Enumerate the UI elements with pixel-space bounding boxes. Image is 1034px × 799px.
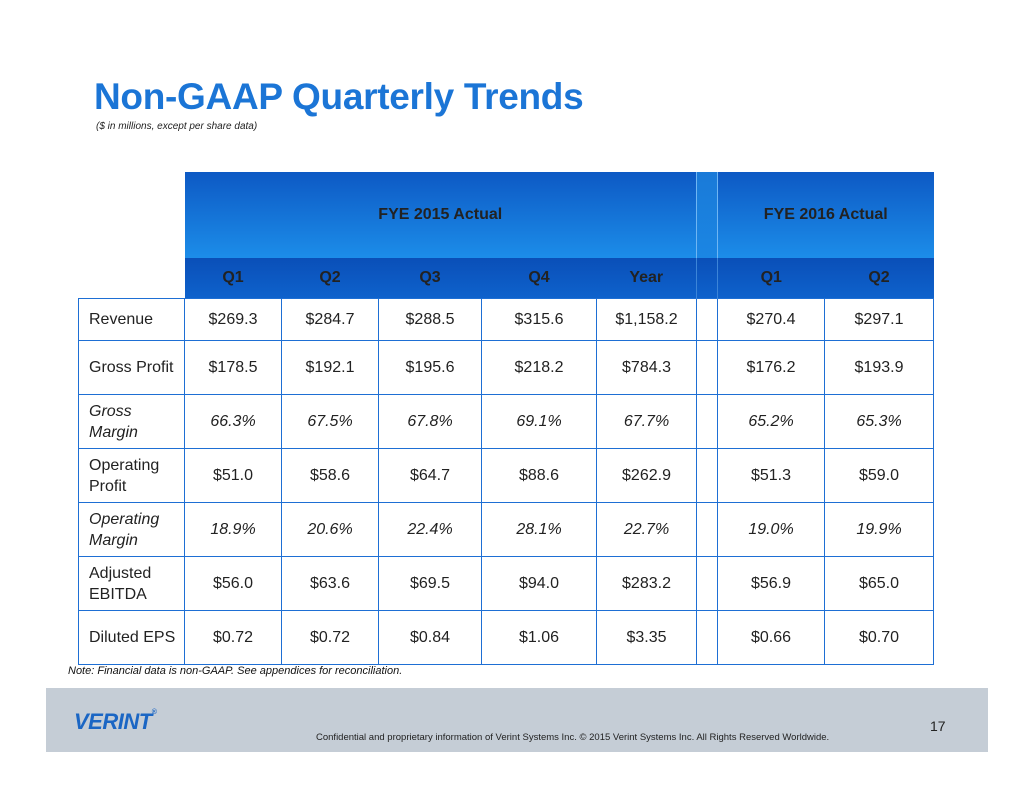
value-cell: $94.0 (481, 556, 597, 611)
column-header: Q1 (184, 258, 282, 299)
value-cell: $65.0 (824, 556, 934, 611)
value-cell: $192.1 (281, 340, 379, 395)
value-cell: $178.5 (184, 340, 282, 395)
value-cell: $297.1 (824, 298, 934, 341)
header-blank-cell (79, 172, 185, 258)
column-header: Q2 (281, 258, 379, 299)
value-cell: $176.2 (717, 340, 825, 395)
verint-logo: VERINT® (74, 709, 157, 734)
value-cell: $284.7 (281, 298, 379, 341)
column-header: Q3 (378, 258, 482, 299)
footnote: Note: Financial data is non-GAAP. See ap… (68, 665, 403, 677)
value-cell: 65.2% (717, 394, 825, 449)
value-cell: 65.3% (824, 394, 934, 449)
value-cell: $56.0 (184, 556, 282, 611)
group-header-row: FYE 2015 Actual FYE 2016 Actual (79, 172, 934, 258)
header-blank-cell (79, 258, 185, 299)
table-row: Revenue $269.3 $284.7 $288.5 $315.6 $1,158.2 $… (78, 298, 934, 341)
value-cell: $1,158.2 (596, 298, 697, 341)
value-cell: $0.72 (281, 610, 379, 665)
value-cell: $3.35 (596, 610, 697, 665)
value-cell: $784.3 (596, 340, 697, 395)
value-cell: 20.6% (281, 502, 379, 557)
table-row: Operating Profit $51.0 $58.6 $64.7 $88.6 $262… (78, 448, 934, 503)
value-cell: 67.5% (281, 394, 379, 449)
value-cell: 28.1% (481, 502, 597, 557)
page-title: Non-GAAP Quarterly Trends (94, 76, 584, 117)
confidential-notice: Confidential and proprietary information… (316, 732, 830, 743)
group-header-fy2015: FYE 2015 Actual (184, 172, 697, 258)
row-label: Diluted EPS (78, 610, 185, 665)
value-cell: $193.9 (824, 340, 934, 395)
group-header-fy2016: FYE 2016 Actual (717, 172, 934, 258)
slide-footer: VERINT® Confidential and proprietary inf… (46, 688, 988, 752)
page-subtitle: ($ in millions, except per share data) (96, 121, 258, 132)
column-header: Q1 (717, 258, 825, 299)
row-label: Revenue (78, 298, 185, 341)
row-label: Gross Margin (78, 394, 185, 449)
value-cell: $195.6 (378, 340, 482, 395)
value-cell: 19.0% (717, 502, 825, 557)
gap-cell (696, 394, 718, 449)
header-gap-cell (696, 172, 718, 258)
table-row: Diluted EPS $0.72 $0.72 $0.84 $1.06 $3.35 $0.6… (78, 610, 934, 665)
row-label: Gross Profit (78, 340, 185, 395)
value-cell: $0.66 (717, 610, 825, 665)
value-cell: 67.7% (596, 394, 697, 449)
value-cell: 66.3% (184, 394, 282, 449)
header-gap-cell (696, 258, 718, 299)
value-cell: 19.9% (824, 502, 934, 557)
value-cell: 22.4% (378, 502, 482, 557)
gap-cell (696, 298, 718, 341)
value-cell: $270.4 (717, 298, 825, 341)
row-label: Operating Profit (78, 448, 185, 503)
value-cell: $51.0 (184, 448, 282, 503)
table-row: Adjusted EBITDA $56.0 $63.6 $69.5 $94.0 $283.… (78, 556, 934, 611)
value-cell: 22.7% (596, 502, 697, 557)
value-cell: $69.5 (378, 556, 482, 611)
value-cell: $218.2 (481, 340, 597, 395)
value-cell: $63.6 (281, 556, 379, 611)
value-cell: $56.9 (717, 556, 825, 611)
gap-cell (696, 340, 718, 395)
value-cell: 18.9% (184, 502, 282, 557)
gap-cell (696, 502, 718, 557)
value-cell: $51.3 (717, 448, 825, 503)
gap-cell (696, 556, 718, 611)
value-cell: $1.06 (481, 610, 597, 665)
quarter-header-row: Q1 Q2 Q3 Q4 Year Q1 Q2 (79, 258, 934, 299)
column-header: Year (596, 258, 697, 299)
value-cell: $64.7 (378, 448, 482, 503)
value-cell: $59.0 (824, 448, 934, 503)
value-cell: 67.8% (378, 394, 482, 449)
value-cell: 69.1% (481, 394, 597, 449)
value-cell: $0.70 (824, 610, 934, 665)
table-row: Gross Margin 66.3% 67.5% 67.8% 69.1% 67.7% 65.… (78, 394, 934, 449)
row-label: Adjusted EBITDA (78, 556, 185, 611)
gap-cell (696, 610, 718, 665)
column-header: Q2 (824, 258, 934, 299)
value-cell: $0.84 (378, 610, 482, 665)
value-cell: $288.5 (378, 298, 482, 341)
value-cell: $283.2 (596, 556, 697, 611)
value-cell: $262.9 (596, 448, 697, 503)
table-row: Gross Profit $178.5 $192.1 $195.6 $218.2 $784… (78, 340, 934, 395)
page-number: 17 (930, 718, 946, 734)
value-cell: $0.72 (184, 610, 282, 665)
value-cell: $315.6 (481, 298, 597, 341)
value-cell: $269.3 (184, 298, 282, 341)
row-label: Operating Margin (78, 502, 185, 557)
gap-cell (696, 448, 718, 503)
value-cell: $88.6 (481, 448, 597, 503)
column-header: Q4 (481, 258, 597, 299)
table-row: Operating Margin 18.9% 20.6% 22.4% 28.1% 22.7… (78, 502, 934, 557)
quarterly-trends-table: FYE 2015 Actual FYE 2016 Actual Q1 Q2 Q3… (78, 172, 934, 665)
value-cell: $58.6 (281, 448, 379, 503)
